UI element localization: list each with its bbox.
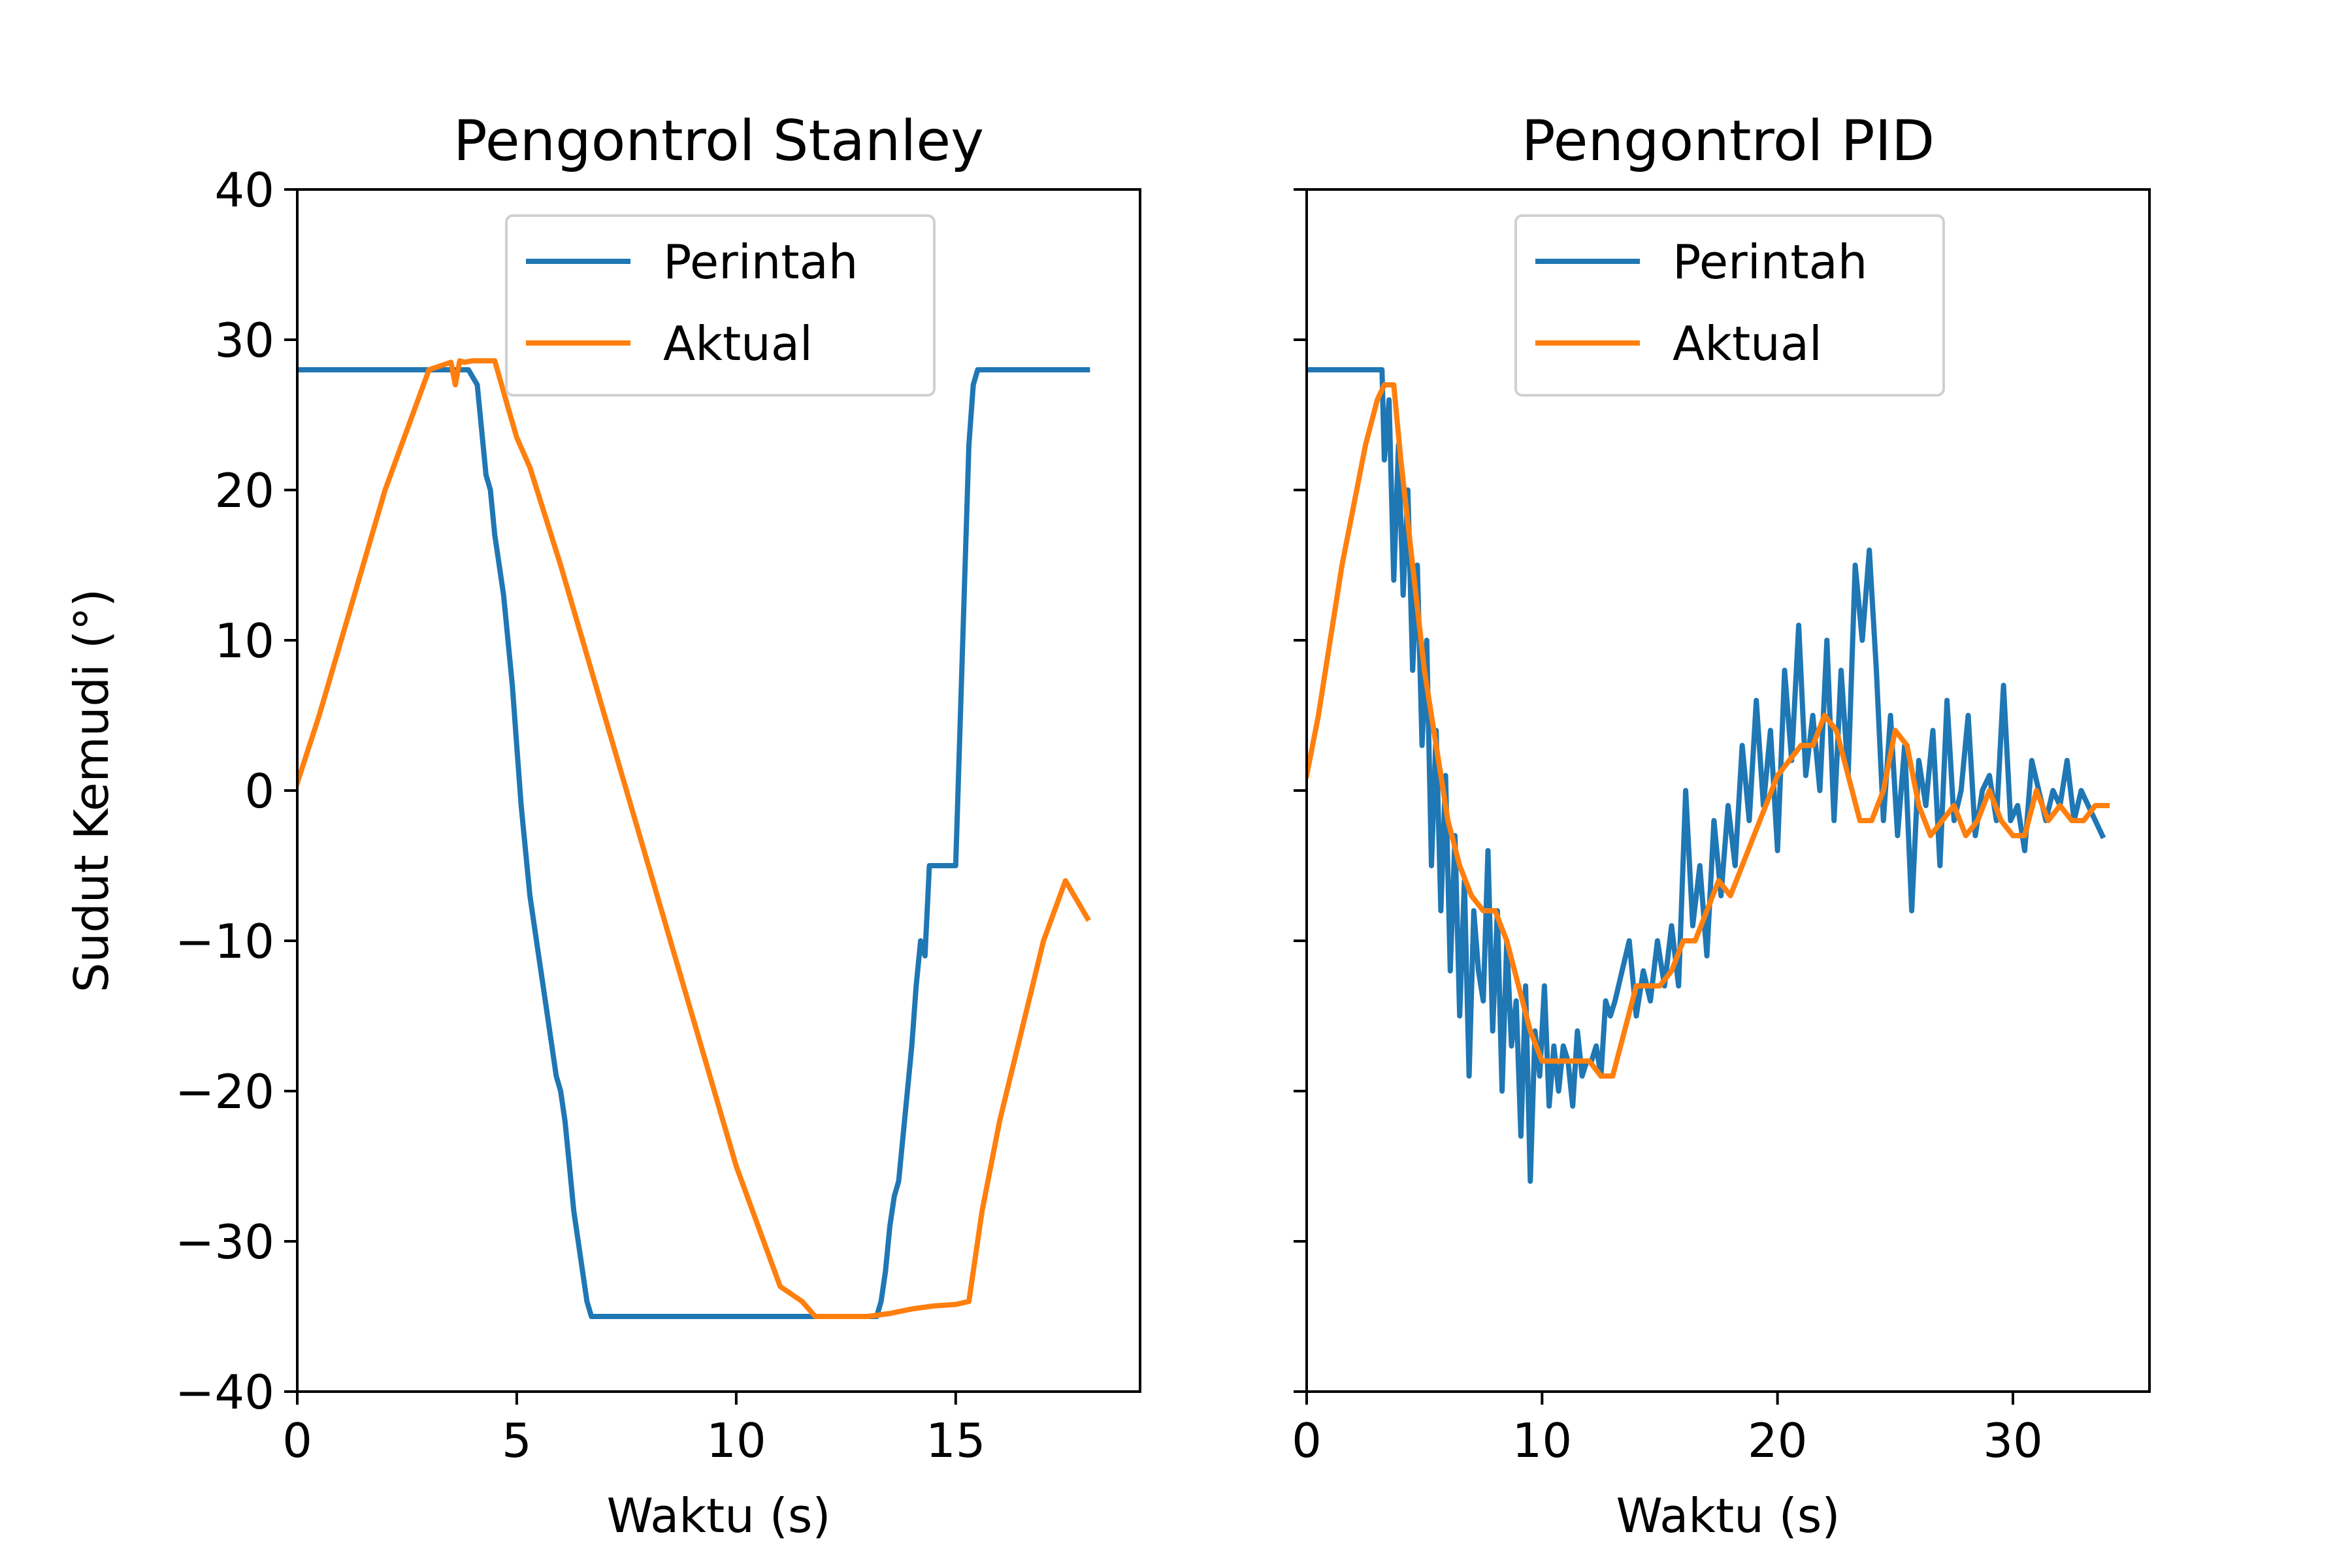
series-line-perintah [1307, 367, 2106, 1184]
y-tick-label: −20 [175, 1064, 274, 1119]
series-line-aktual [1307, 382, 2110, 1079]
y-tick-label: 0 [244, 764, 274, 819]
x-tick-label: 15 [926, 1413, 986, 1468]
legend-label-perintah: Perintah [663, 235, 858, 289]
y-tick-label: 20 [214, 463, 274, 518]
legend: Perintah Aktual [505, 214, 936, 397]
panel-2: 0 10 20 30 Pengontrol PID Waktu (s) Perintah Ak… [1292, 108, 2151, 1543]
y-tick-label: 30 [214, 313, 274, 368]
y-tick-label: −40 [175, 1365, 274, 1420]
x-axis-label: Waktu (s) [1616, 1488, 1840, 1543]
y-tick-label: −10 [175, 914, 274, 969]
x-tick-label: 10 [1512, 1413, 1573, 1468]
x-tick-label: 30 [1983, 1413, 2043, 1468]
y-tick-label: −30 [175, 1215, 274, 1269]
series-line-perintah [297, 367, 1090, 1319]
x-tick-label: 0 [282, 1413, 312, 1468]
panel-1: 0 5 10 15 −40 −30 −20 −10 0 10 20 30 40 Pengontrol St… [64, 108, 1141, 1543]
x-tick-label: 5 [502, 1413, 532, 1468]
chart-title: Pengontrol Stanley [453, 108, 984, 174]
y-tick-label: 10 [214, 613, 274, 668]
x-tick-label: 0 [1292, 1413, 1322, 1468]
legend-label-aktual: Aktual [1673, 316, 1822, 371]
legend: Perintah Aktual [1514, 214, 1945, 397]
x-tick-label: 10 [706, 1413, 766, 1468]
series-line-aktual [297, 358, 1091, 1319]
y-axis-label: Sudut Kemudi (°) [64, 589, 119, 992]
y-tick-label: 40 [214, 163, 274, 218]
x-tick-label: 20 [1748, 1413, 1808, 1468]
x-axis-label: Waktu (s) [607, 1488, 831, 1543]
chart-title: Pengontrol PID [1522, 108, 1935, 174]
legend-label-aktual: Aktual [663, 316, 813, 371]
legend-label-perintah: Perintah [1673, 235, 1867, 289]
